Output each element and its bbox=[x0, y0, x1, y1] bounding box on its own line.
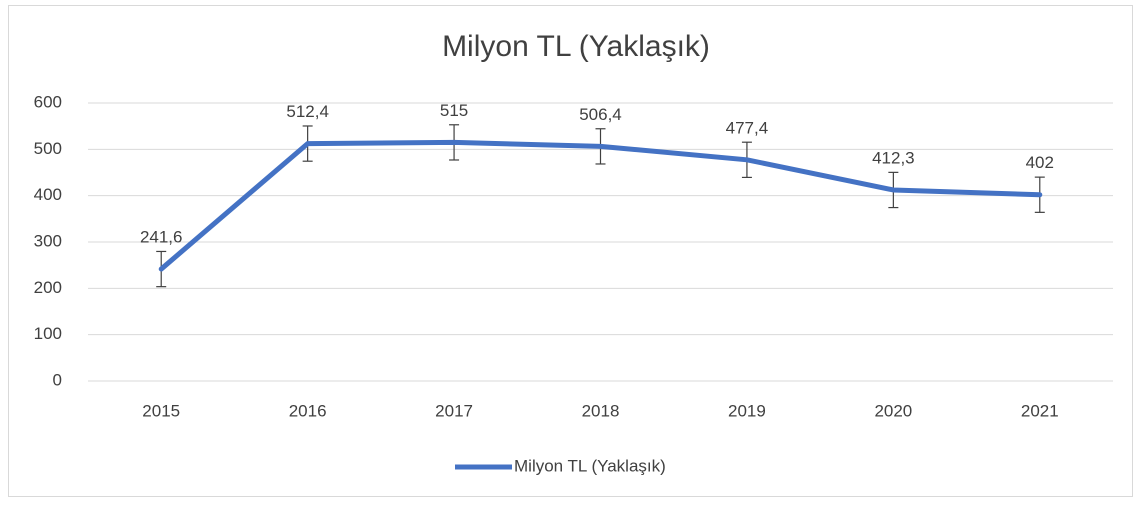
y-tick-label: 300 bbox=[34, 231, 62, 250]
line bbox=[158, 139, 1043, 272]
x-tick-label: 2019 bbox=[728, 401, 766, 420]
y-tick-label: 400 bbox=[34, 185, 62, 204]
x-tick-label: 2017 bbox=[435, 401, 473, 420]
data-label: 477,4 bbox=[726, 118, 769, 137]
y-tick-label: 500 bbox=[34, 139, 62, 158]
data-label: 412,3 bbox=[872, 148, 915, 167]
data-label: 515 bbox=[440, 101, 468, 120]
x-tick-label: 2021 bbox=[1021, 401, 1059, 420]
data-label: 402 bbox=[1026, 153, 1054, 172]
data-label: 241,6 bbox=[140, 228, 183, 247]
x-tick-label: 2016 bbox=[289, 401, 327, 420]
chart-title: Milyon TL (Yaklaşık) bbox=[442, 30, 710, 63]
y-tick-label: 100 bbox=[34, 324, 62, 343]
chart-border bbox=[8, 5, 1133, 497]
y-tick-label: 200 bbox=[34, 278, 62, 297]
x-tick-label: 2018 bbox=[582, 401, 620, 420]
data-label: 506,4 bbox=[579, 105, 622, 124]
legend-label: Milyon TL (Yaklaşık) bbox=[514, 456, 666, 475]
x-tick-label: 2015 bbox=[142, 401, 180, 420]
data-label: 512,4 bbox=[286, 102, 329, 121]
y-tick-label: 600 bbox=[34, 92, 62, 111]
y-tick-label: 0 bbox=[53, 370, 62, 389]
x-tick-label: 2020 bbox=[874, 401, 912, 420]
